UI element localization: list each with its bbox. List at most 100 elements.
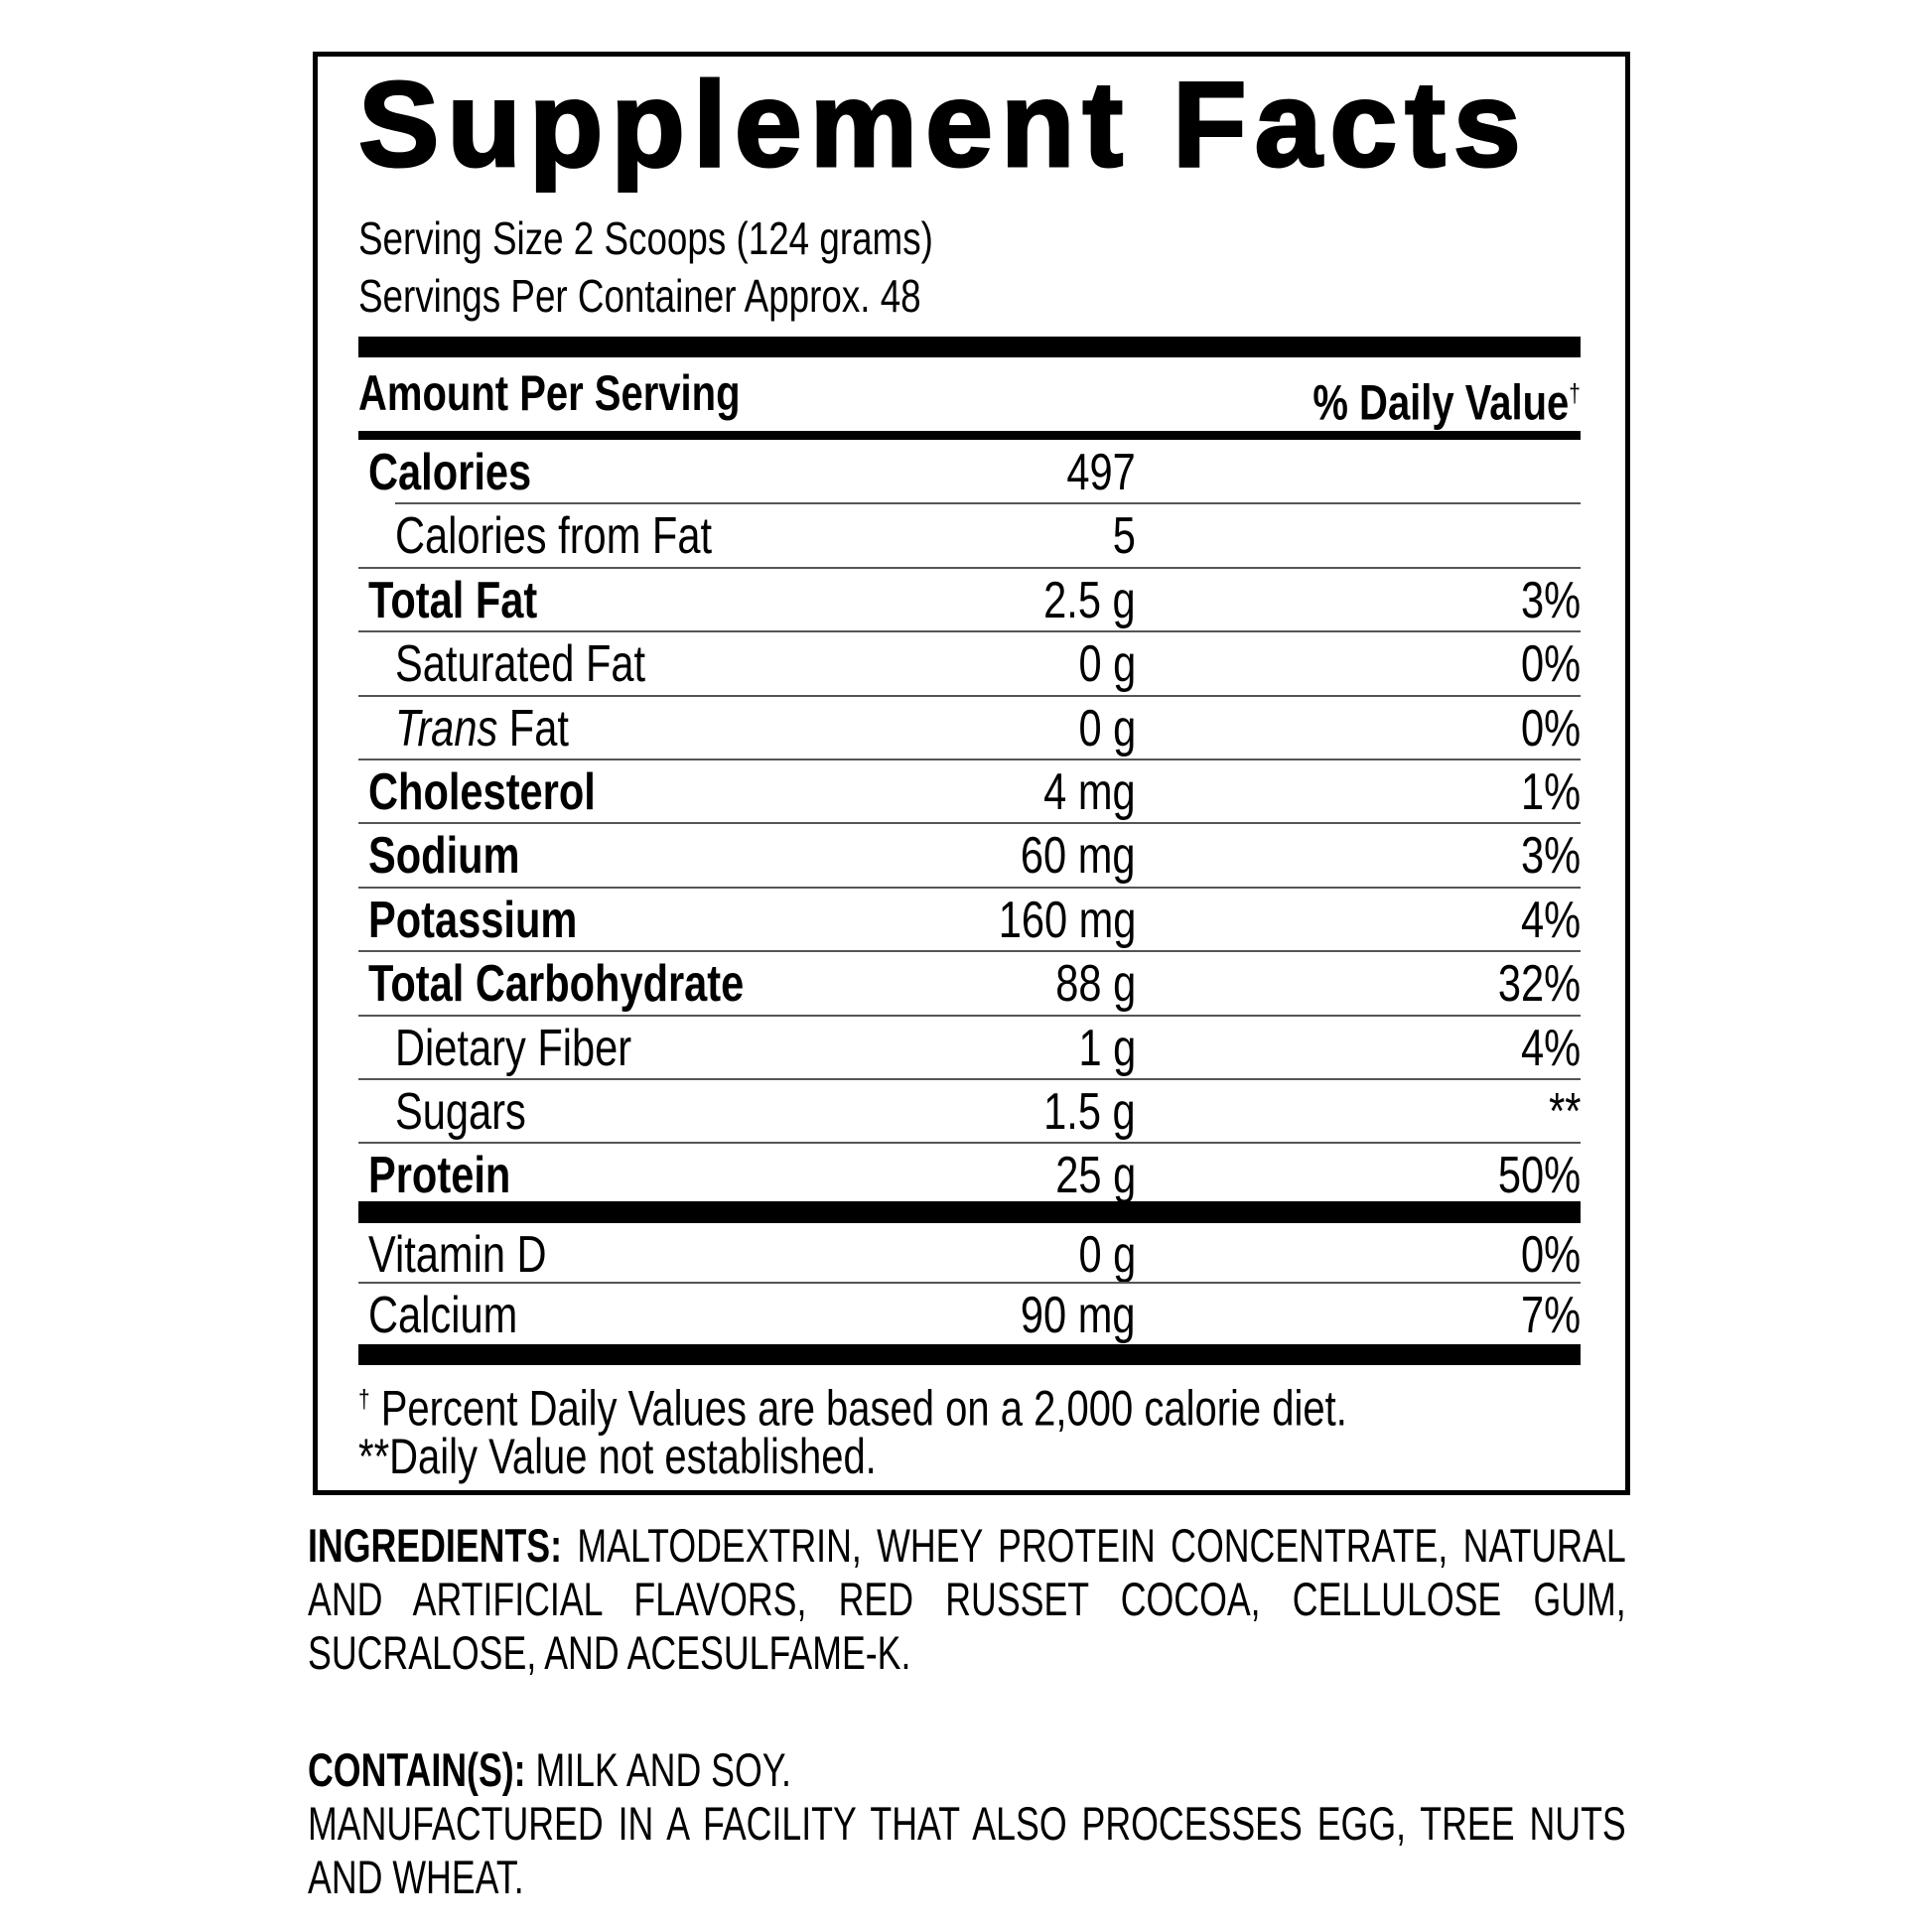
nutrient-label: Trans Fat (395, 701, 613, 757)
nutrient-daily-value: 0% (1506, 636, 1581, 692)
vitamin-daily-value-text: 7% (1520, 1287, 1581, 1344)
footnote-not-established: **Daily Value not established. (358, 1428, 1006, 1485)
nutrient-label-text: Cholesterol (368, 763, 596, 821)
row-divider (358, 694, 1581, 697)
nutrient-daily-value-text: 3% (1520, 571, 1581, 629)
row-divider (358, 566, 1581, 569)
nutrient-label-text: Calories from Fat (395, 507, 713, 566)
nutrient-daily-value: 32% (1477, 956, 1581, 1012)
nutrient-row: Total Fat 2.5 g 3% (358, 569, 1581, 633)
amount-per-serving-text: Amount Per Serving (358, 365, 741, 421)
vitamin-daily-value-text: 0% (1520, 1226, 1581, 1284)
nutrient-daily-value-text: 4% (1520, 891, 1581, 949)
nutrient-daily-value: 3% (1506, 573, 1581, 628)
row-divider (358, 758, 1581, 760)
panel-title: Supplement Facts (357, 57, 1529, 192)
nutrient-amount-text: 25 g (1055, 1147, 1136, 1205)
vitamin-amount: 90 mg (992, 1288, 1136, 1343)
nutrient-amount: 160 mg (964, 893, 1136, 948)
nutrient-row: Saturated Fat 0 g 0% (358, 632, 1581, 697)
nutrient-amount-text: 88 g (1055, 955, 1136, 1014)
nutrient-amount-text: 1 g (1078, 1019, 1136, 1077)
nutrient-amount-text: 160 mg (998, 891, 1136, 949)
nutrient-label: Calories from Fat (395, 508, 791, 564)
nutrient-label: Total Fat (368, 573, 580, 628)
row-divider (358, 1142, 1581, 1145)
nutrient-amount: 1 g (1064, 1021, 1136, 1076)
daily-value-text: % Daily Value (1312, 374, 1570, 431)
thick-divider (358, 1344, 1581, 1365)
ingredients-section: INGREDIENTS: MALTODEXTRIN, WHEY PROTEIN … (308, 1519, 1626, 1680)
nutrient-label: Sodium (368, 828, 558, 884)
row-divider (358, 1077, 1581, 1080)
medium-divider (358, 431, 1581, 440)
nutrient-amount-text: 5 (1112, 507, 1136, 566)
nutrient-label-italic: Trans (395, 699, 498, 758)
nutrient-amount: 2.5 g (1021, 573, 1136, 628)
nutrient-label-text: Dietary Fiber (395, 1019, 632, 1077)
thick-divider (358, 337, 1581, 357)
footnote-text: **Daily Value not established. (358, 1429, 877, 1484)
footnote-daily-values: † Percent Daily Values are based on a 2,… (358, 1370, 1594, 1438)
nutrient-label: Dietary Fiber (395, 1021, 691, 1076)
nutrient-label-text: Potassium (368, 891, 578, 949)
dagger-mark: † (1569, 378, 1581, 408)
nutrient-label-text: Fat (497, 699, 569, 758)
nutrient-amount: 4 mg (1021, 764, 1136, 820)
nutrient-daily-value-text: 1% (1520, 763, 1581, 821)
nutrient-amount: 25 g (1035, 1148, 1136, 1203)
nutrient-row: Calories from Fat 5 (358, 504, 1581, 569)
servings-per-container: Servings Per Container Approx. 48 (358, 268, 1061, 324)
nutrient-label: Calories (368, 445, 572, 500)
nutrient-amount-text: 0 g (1078, 699, 1136, 758)
daily-value-header: % Daily Value† (1246, 363, 1581, 433)
allergens-section: CONTAIN(S): MILK AND SOY. MANUFACTURED IN… (308, 1743, 1626, 1904)
nutrient-row: Sodium 60 mg 3% (358, 824, 1581, 889)
nutrient-label-text: Saturated Fat (395, 635, 646, 694)
amount-per-serving-header: Amount Per Serving (358, 363, 836, 423)
nutrient-label-text: Sodium (368, 827, 520, 886)
row-divider (358, 630, 1581, 633)
nutrient-label-text: Protein (368, 1147, 511, 1205)
row-divider (358, 886, 1581, 889)
nutrient-amount-text: 4 mg (1043, 763, 1136, 821)
vitamin-row: Calcium 90 mg 7% (358, 1284, 1581, 1344)
serving-size: Serving Size 2 Scoops (124 grams) (358, 210, 1077, 266)
nutrient-daily-value: 4% (1506, 893, 1581, 948)
vitamin-label: Vitamin D (368, 1227, 591, 1283)
nutrient-amount-text: 60 mg (1021, 827, 1136, 886)
nutrient-daily-value: 50% (1477, 1148, 1581, 1203)
allergens-label: CONTAIN(S): (308, 1743, 526, 1796)
serving-size-text: Serving Size 2 Scoops (124 grams) (358, 212, 933, 264)
nutrient-amount: 0 g (1064, 636, 1136, 692)
footnote-text: Percent Daily Values are based on a 2,00… (369, 1380, 1347, 1437)
nutrient-daily-value: 0% (1506, 701, 1581, 757)
nutrient-row: Protein 25 g 50% (358, 1144, 1581, 1207)
facility-warning-text: MANUFACTURED IN A FACILITY THAT ALSO PRO… (308, 1797, 1626, 1903)
vitamin-amount-text: 0 g (1078, 1226, 1136, 1284)
nutrient-daily-value: 4% (1506, 1021, 1581, 1076)
nutrient-label: Potassium (368, 893, 629, 948)
nutrient-label: Protein (368, 1148, 546, 1203)
nutrient-amount: 497 (1049, 445, 1136, 500)
vitamin-amount: 0 g (1064, 1227, 1136, 1283)
vitamin-amount-text: 90 mg (1021, 1287, 1136, 1344)
nutrient-amount-text: 497 (1066, 444, 1136, 501)
nutrient-row: Sugars 1.5 g ** (358, 1080, 1581, 1145)
thick-divider (358, 1201, 1581, 1223)
nutrient-label: Sugars (395, 1084, 559, 1140)
row-divider (358, 1014, 1581, 1017)
nutrient-daily-value-text: 4% (1520, 1019, 1581, 1077)
title-text: Supplement Facts (357, 57, 1529, 192)
nutrient-daily-value-text: ** (1548, 1083, 1581, 1141)
nutrient-daily-value: 3% (1506, 828, 1581, 884)
nutrient-daily-value-text: 0% (1520, 635, 1581, 694)
allergens-text: MILK AND SOY. (525, 1743, 791, 1796)
nutrient-label: Saturated Fat (395, 636, 708, 692)
nutrient-label-text: Total Fat (368, 571, 538, 629)
nutrient-label: Total Carbohydrate (368, 956, 838, 1012)
vitamin-daily-value: 0% (1506, 1227, 1581, 1283)
nutrient-row: Dietary Fiber 1 g 4% (358, 1017, 1581, 1080)
nutrient-label: Cholesterol (368, 764, 652, 820)
ingredients-label: INGREDIENTS: (308, 1519, 563, 1572)
